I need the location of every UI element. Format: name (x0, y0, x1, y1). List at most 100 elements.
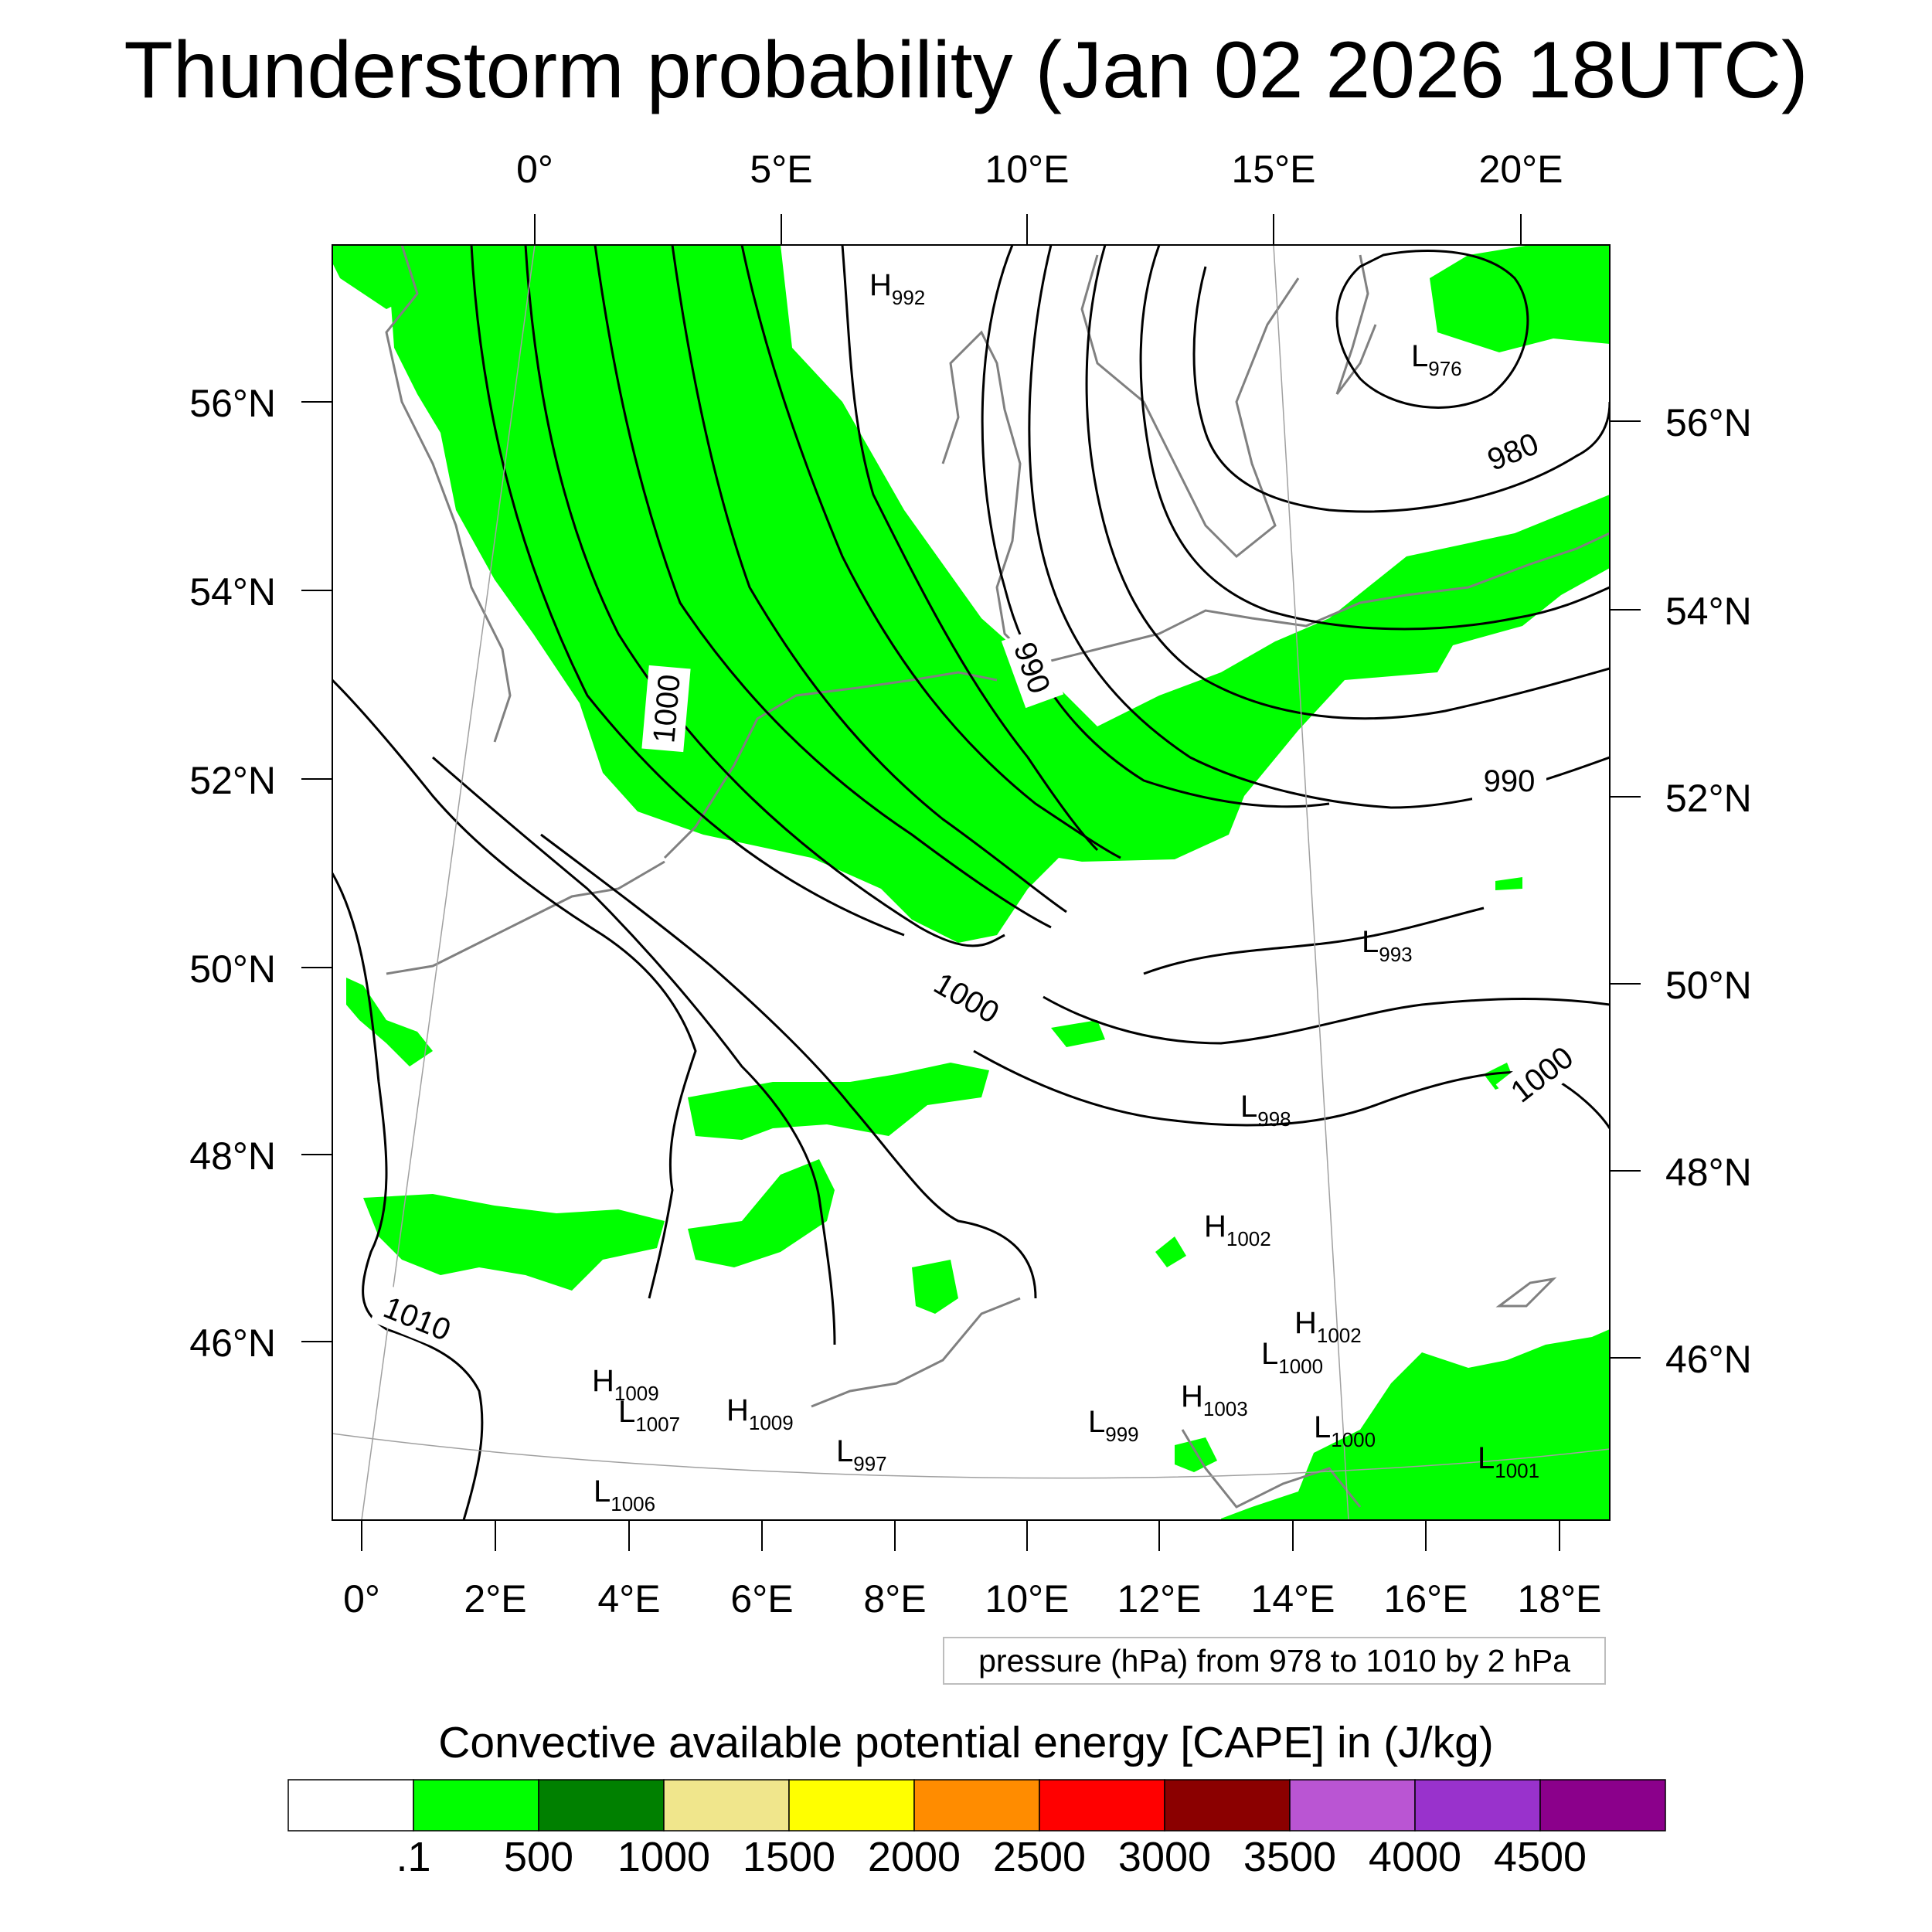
bottom-lon-label: 10°E (985, 1577, 1070, 1621)
pressure-center-low: L1006 (594, 1475, 655, 1515)
cape-area-swiss (1155, 1236, 1186, 1267)
isobar-14 (432, 756, 836, 1345)
colorbar-swatch (1039, 1779, 1165, 1832)
pressure-center-low: L1007 (618, 1395, 680, 1436)
colorbar-swatch (413, 1779, 539, 1832)
cape-area-central-france (688, 1063, 989, 1140)
coast-sweden (1080, 254, 1300, 559)
isobar-12 (332, 872, 484, 1520)
pressure-center-high: H1002 (1204, 1209, 1271, 1250)
pressure-center-value: 1006 (611, 1492, 655, 1515)
cape-area-czech (1495, 877, 1522, 890)
top-lon-label: 20°E (1478, 148, 1563, 191)
right-lat-label: 54°N (1665, 590, 1752, 633)
left-lat-label: 52°N (189, 759, 276, 802)
contour-label-bg-1000-b (920, 958, 1014, 1037)
coast-britain-east (385, 245, 512, 743)
isobars (332, 245, 1610, 1520)
bottom-lon-label: 14°E (1250, 1577, 1335, 1621)
coastlines (385, 245, 1610, 1509)
isobar-980 (1192, 266, 1610, 513)
colorbar-swatch (1414, 1779, 1541, 1832)
colorbar-swatch (1164, 1779, 1291, 1832)
pressure-center-kind: L (836, 1434, 853, 1468)
coast-gotland (1335, 254, 1377, 395)
colorbar-swatch (913, 1779, 1040, 1832)
right-lat-label: 52°N (1665, 777, 1752, 820)
bottom-lon-label: 16°E (1383, 1577, 1468, 1621)
pressure-center-value: 1003 (1203, 1397, 1248, 1420)
left-lat-label: 48°N (189, 1134, 276, 1178)
pressure-center-high: H1003 (1181, 1379, 1248, 1420)
cape-area-west-france (346, 978, 433, 1066)
pressure-center-high: H1009 (592, 1364, 659, 1405)
border-france-belgium (386, 860, 665, 975)
left-lat-label: 56°N (189, 382, 276, 425)
colorbar-tick-label: 500 (503, 1834, 574, 1880)
pressure-center-kind: L (1314, 1410, 1331, 1444)
pressure-center-value: 1002 (1226, 1227, 1271, 1250)
pressure-center-value: 976 (1428, 357, 1461, 380)
pressure-centers: H992L976L993L998H1002H1002L1000H1009L100… (592, 268, 1539, 1515)
colorbar-tick-label: 4500 (1493, 1834, 1587, 1880)
cape-areas (332, 245, 1610, 1520)
pressure-center-kind: L (1261, 1337, 1278, 1371)
pressure-center-kind: L (1088, 1405, 1105, 1439)
pressure-center-low: L1000 (1261, 1337, 1323, 1378)
pressure-center-value: 1009 (749, 1411, 794, 1434)
left-lat-label: 50°N (189, 947, 276, 991)
contour-labels: 980 990 990 1000 1000 1000 1010 (370, 418, 1588, 1353)
bottom-lon-label: 4°E (597, 1577, 661, 1621)
isobar-11 (1043, 995, 1610, 1045)
pressure-center-value: 1001 (1495, 1459, 1539, 1482)
top-lon-label: 0° (516, 148, 553, 191)
contour-label-bg-980 (1471, 418, 1556, 486)
cape-area-southwest-france (363, 1194, 665, 1291)
coast-baltic-south (1035, 532, 1610, 666)
map-frame (332, 244, 1611, 1521)
chart-title: Thunderstorm probability (Jan 02 2026 18… (124, 26, 1808, 115)
right-lat-label: 46°N (1665, 1338, 1752, 1381)
pressure-center-kind: L (1411, 339, 1428, 373)
pressure-center-kind: H (869, 268, 892, 302)
pressure-center-value: 992 (892, 286, 925, 309)
colorbar-tick-label: 4000 (1368, 1834, 1462, 1880)
right-lat-label: 56°N (1665, 401, 1752, 444)
coast-adriatic (1181, 1429, 1362, 1509)
pressure-center-value: 997 (853, 1452, 886, 1475)
cape-area-main-band (390, 245, 1610, 943)
isobar-3 (594, 245, 1052, 929)
border-alps (811, 1297, 1021, 1408)
pressure-center-kind: H (592, 1364, 614, 1398)
isobar-990 (1028, 245, 1610, 809)
pressure-center-kind: L (618, 1395, 635, 1429)
graticule-lat-44 (332, 1433, 1611, 1479)
lake-balaton (1495, 1277, 1557, 1308)
colorbar-tick-label: 3500 (1243, 1834, 1337, 1880)
isobar-8 (1085, 245, 1610, 720)
colorbar-swatch (1539, 1779, 1666, 1832)
colorbar-swatch (788, 1779, 915, 1832)
right-lat-label: 50°N (1665, 964, 1752, 1007)
left-lat-label: 54°N (189, 570, 276, 614)
contour-label-bg-990-a (1001, 627, 1064, 709)
isobar-5 (740, 245, 1121, 859)
bottom-lon-label: 12°E (1117, 1577, 1202, 1621)
pressure-center-value: 1009 (614, 1382, 659, 1405)
colorbar-title: Convective available potential energy [C… (438, 1718, 1494, 1767)
pressure-center-kind: H (726, 1393, 749, 1427)
bottom-lon-label: 6°E (730, 1577, 794, 1621)
pressure-center-low: L993 (1362, 925, 1413, 966)
colorbar-swatch (1289, 1779, 1416, 1832)
pressure-center-low: L1000 (1314, 1410, 1376, 1451)
pressure-center-low: L1001 (1478, 1441, 1539, 1482)
colorbar-tick-label: .1 (396, 1834, 431, 1880)
cape-area-adriatic (1175, 1437, 1217, 1472)
graticule-lon-15 (1273, 244, 1349, 1521)
pressure-center-low: L999 (1088, 1405, 1139, 1446)
pressure-center-low: L976 (1411, 339, 1462, 380)
colorbar-swatch (663, 1779, 790, 1832)
pressure-center-low: L997 (836, 1434, 887, 1475)
